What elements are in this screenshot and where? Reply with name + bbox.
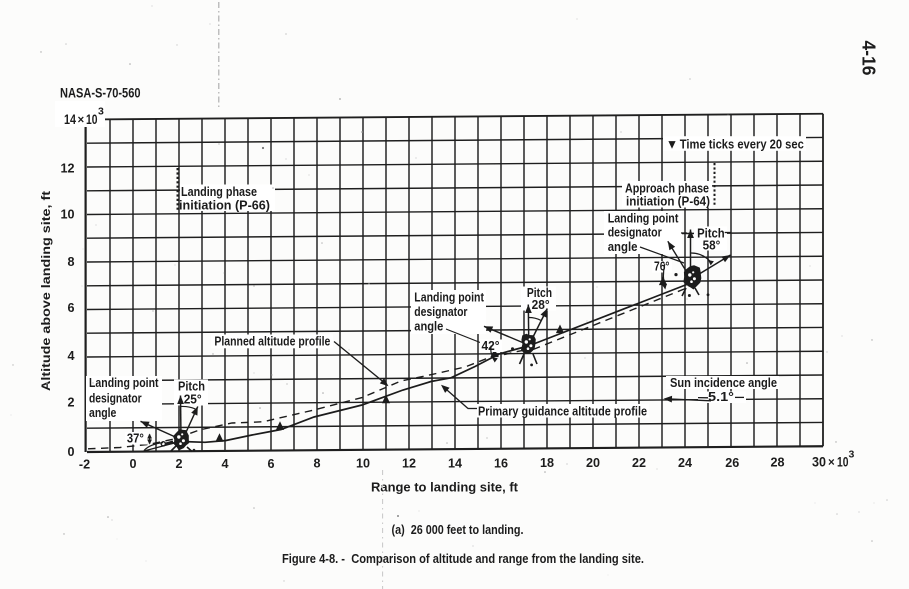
svg-text:5.1°: 5.1° — [708, 389, 734, 404]
svg-text:12: 12 — [402, 457, 416, 471]
svg-text:Pitch: Pitch — [697, 226, 725, 241]
svg-text:NASA-S-70-560: NASA-S-70-560 — [60, 86, 141, 101]
svg-text:4-16: 4-16 — [859, 41, 880, 76]
svg-text:28°: 28° — [532, 297, 550, 312]
svg-text:10: 10 — [86, 112, 98, 127]
svg-text:6: 6 — [267, 457, 274, 471]
svg-text:24: 24 — [678, 456, 692, 470]
svg-text:3: 3 — [849, 449, 855, 461]
svg-text:8: 8 — [313, 457, 320, 471]
svg-text:30: 30 — [812, 454, 826, 469]
svg-text:26: 26 — [725, 456, 739, 470]
svg-text:designator: designator — [414, 304, 467, 319]
svg-text:28: 28 — [770, 456, 784, 470]
svg-text:10: 10 — [356, 457, 370, 471]
svg-text:2: 2 — [175, 457, 182, 471]
svg-text:4: 4 — [67, 349, 74, 363]
svg-text:designator: designator — [608, 225, 662, 240]
svg-text:3: 3 — [98, 106, 104, 118]
svg-text:initiation (P-66): initiation (P-66) — [179, 198, 270, 213]
svg-text:Approach phase: Approach phase — [625, 181, 709, 196]
svg-text:Figure 4-8. - Comparison of a: Figure 4-8. - Comparison of altitude and… — [282, 552, 644, 566]
svg-text:8: 8 — [67, 255, 74, 269]
svg-text:Landing point: Landing point — [608, 211, 679, 226]
svg-text:Range to landing site, ft: Range to landing site, ft — [371, 480, 519, 495]
svg-text:14: 14 — [64, 112, 76, 127]
svg-text:0: 0 — [129, 457, 136, 471]
svg-text:×: × — [828, 457, 835, 469]
svg-text:Time ticks every 20 sec: Time ticks every 20 sec — [680, 136, 804, 151]
svg-text:0: 0 — [67, 445, 74, 459]
svg-text:-2: -2 — [79, 457, 90, 471]
svg-text:Landing point: Landing point — [89, 375, 159, 390]
svg-text:25°: 25° — [184, 392, 202, 407]
svg-text:designator: designator — [89, 391, 142, 406]
svg-text:initiation (P-64): initiation (P-64) — [626, 194, 710, 209]
svg-text:(a) 26 000 feet to landing.: (a) 26 000 feet to landing. — [392, 523, 524, 537]
svg-text:Landing phase: Landing phase — [181, 184, 257, 199]
svg-text:Primary guidance altitude prof: Primary guidance altitude profile — [478, 404, 647, 419]
svg-text:10: 10 — [837, 454, 849, 469]
svg-text:20: 20 — [586, 456, 600, 470]
svg-text:42°: 42° — [482, 338, 500, 353]
svg-text:37°: 37° — [127, 431, 144, 446]
svg-text:Landing point: Landing point — [414, 290, 484, 305]
svg-text:Pitch: Pitch — [527, 285, 552, 300]
svg-text:14: 14 — [448, 456, 462, 470]
svg-text:Sun incidence angle: Sun incidence angle — [670, 375, 777, 390]
svg-text:18: 18 — [540, 456, 554, 470]
svg-text:angle: angle — [414, 319, 443, 334]
svg-text:Pitch: Pitch — [178, 379, 205, 394]
svg-text:angle: angle — [608, 239, 638, 254]
svg-text:2: 2 — [67, 395, 74, 409]
svg-text:4: 4 — [221, 457, 228, 471]
svg-text:Planned altitude profile: Planned altitude profile — [214, 334, 330, 349]
svg-text:Altitude above landing site, f: Altitude above landing site, ft — [39, 191, 53, 391]
svg-text:58°: 58° — [703, 238, 721, 253]
svg-text:16: 16 — [494, 456, 508, 470]
svg-text:×: × — [78, 115, 85, 127]
svg-text:10: 10 — [60, 208, 74, 222]
svg-text:22: 22 — [632, 456, 646, 470]
svg-text:6: 6 — [67, 301, 74, 315]
svg-text:angle: angle — [89, 405, 116, 420]
svg-text:12: 12 — [60, 162, 74, 176]
svg-text:76°: 76° — [654, 259, 670, 274]
